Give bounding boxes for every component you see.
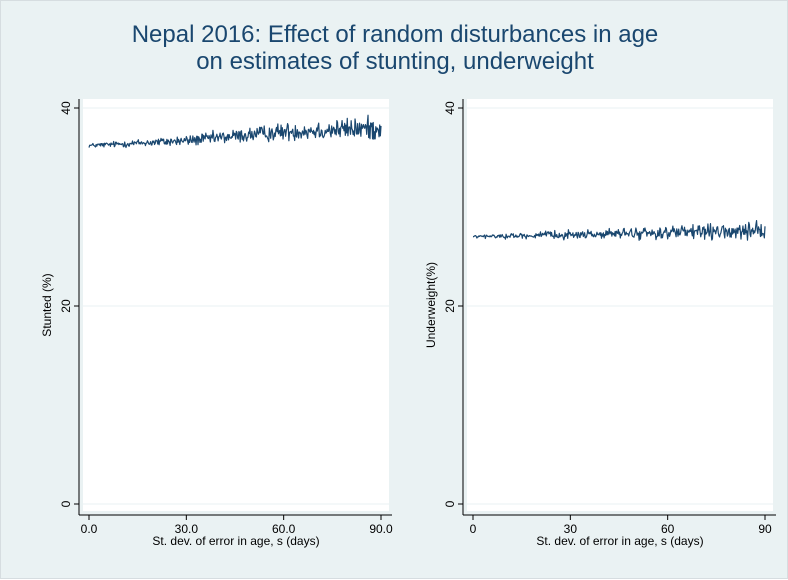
y-axis-title: Stunted (%) xyxy=(40,273,54,336)
chart-title-line-1: Nepal 2016: Effect of random disturbance… xyxy=(131,21,659,48)
x-tick-label: 90.0 xyxy=(369,522,393,536)
plot-area xyxy=(467,99,773,511)
x-axis-title: St. dev. of error in age, s (days) xyxy=(152,534,319,548)
y-tick-label: 20 xyxy=(443,299,457,313)
y-tick-label: 0 xyxy=(59,500,73,507)
plot-area xyxy=(83,99,389,511)
y-tick-label: 40 xyxy=(443,101,457,115)
x-tick-label: 60.0 xyxy=(272,522,296,536)
y-axis-title: Underweight(%) xyxy=(424,262,438,348)
y-tick-label: 20 xyxy=(59,299,73,313)
series-line xyxy=(88,114,382,149)
chart-title-line-2: on estimates of stunting, underweight xyxy=(196,48,594,75)
x-tick-label: 0.0 xyxy=(81,522,98,536)
x-tick-label: 30 xyxy=(564,522,578,536)
x-axis-title: St. dev. of error in age, s (days) xyxy=(536,534,703,548)
chart-title: Nepal 2016: Effect of random disturbance… xyxy=(1,21,788,75)
x-tick-label: 60 xyxy=(661,522,675,536)
x-tick-label: 90 xyxy=(758,522,772,536)
x-tick-label: 30.0 xyxy=(175,522,199,536)
y-tick-label: 0 xyxy=(443,500,457,507)
y-tick-label: 40 xyxy=(59,101,73,115)
series-line xyxy=(472,220,766,241)
x-tick-label: 0 xyxy=(470,522,477,536)
